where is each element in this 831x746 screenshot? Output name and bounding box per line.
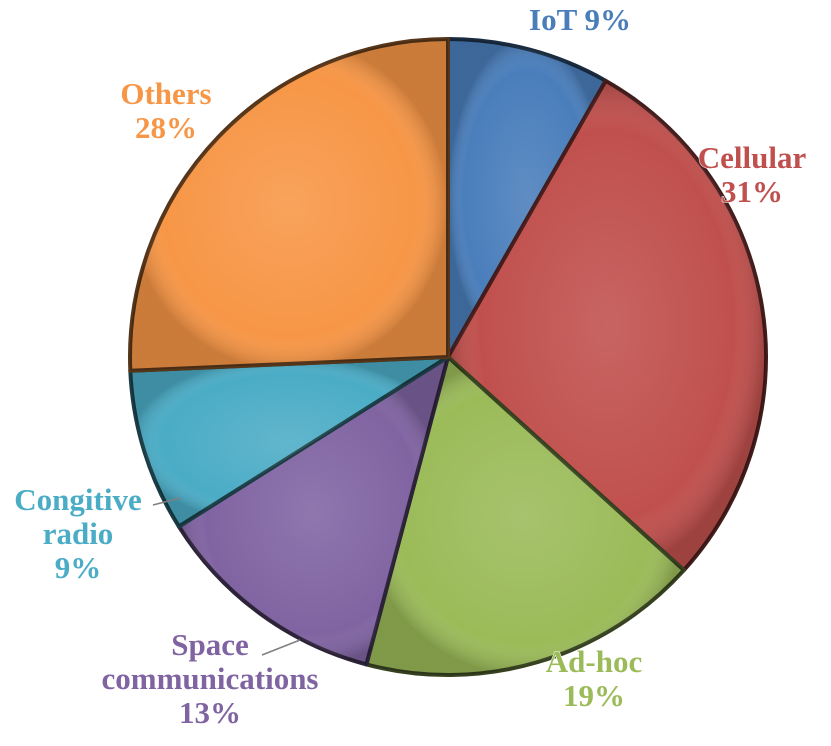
slice-label-line: Space xyxy=(171,627,249,662)
slice-labels: IoT 9% Cellular 31% Ad-hoc 19% Space communica… xyxy=(14,2,807,731)
leader-lines xyxy=(152,497,301,656)
slice-label-line: 19% xyxy=(563,678,625,713)
slice-label-congitive-radio: Congitive radio 9% xyxy=(14,482,141,585)
pie-slice-shading xyxy=(448,80,767,571)
pie-slice-shading xyxy=(448,38,606,357)
slice-label-ad-hoc: Ad-hoc 19% xyxy=(546,644,642,713)
slice-label-line: Ad-hoc xyxy=(546,644,642,679)
slice-label-line: 31% xyxy=(721,174,783,209)
pie-slice-shading xyxy=(130,39,448,371)
pie-slice-shading xyxy=(366,357,684,676)
slice-label-line: 13% xyxy=(179,695,241,730)
slice-label-line: 28% xyxy=(135,110,197,145)
slice-label-cellular: Cellular 31% xyxy=(698,140,807,209)
slice-label-line: Cellular xyxy=(698,140,807,175)
slice-label-others: Others 28% xyxy=(120,76,211,145)
pie-slice-shading xyxy=(178,357,448,665)
slice-label-line: communications xyxy=(102,661,319,696)
leader-line xyxy=(261,639,301,656)
slice-label-line: IoT 9% xyxy=(529,2,631,37)
slice-label-line: Congitive xyxy=(14,482,141,517)
leader-line xyxy=(152,497,181,506)
slice-label-line: 9% xyxy=(55,550,102,585)
slice-label-space-communications: Space communications 13% xyxy=(102,627,319,730)
pie-slice-shading xyxy=(130,357,449,527)
pie-slices xyxy=(128,36,769,677)
slice-label-line: Others xyxy=(120,76,211,111)
slice-label-line: radio xyxy=(43,516,114,551)
slice-label-iot: IoT 9% xyxy=(529,2,631,37)
